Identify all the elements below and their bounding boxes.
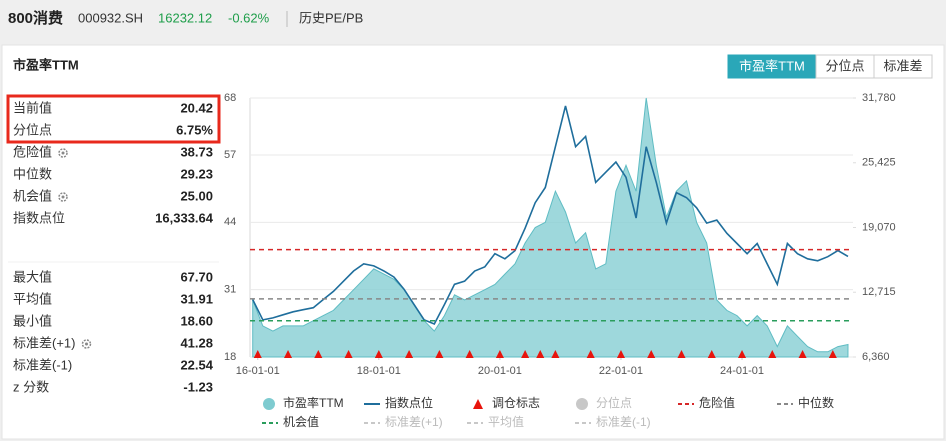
stat-label: 标准差(-1) xyxy=(13,357,72,372)
rebalance-marker xyxy=(405,350,414,358)
highlight-box xyxy=(6,94,221,144)
stat-value: -1.23 xyxy=(183,379,213,394)
legend-label[interactable]: 危险值 xyxy=(699,395,735,410)
rebalance-marker xyxy=(495,350,504,358)
rebalance-marker xyxy=(465,350,474,358)
stat-label: 当前值 xyxy=(13,100,52,115)
rebalance-marker xyxy=(374,350,383,358)
rebalance-marker xyxy=(284,350,293,358)
legend-label[interactable]: 标准差(-1) xyxy=(596,415,651,429)
rebalance-marker xyxy=(677,350,686,358)
gear-icon[interactable] xyxy=(81,339,92,349)
stat-label: 中位数 xyxy=(13,166,52,181)
stat-value: 25.00 xyxy=(180,188,213,203)
stat-value: 38.73 xyxy=(180,144,213,159)
y-tick-label: 31 xyxy=(224,284,236,296)
y-tick-label: 18 xyxy=(224,351,236,363)
stat-value: 41.28 xyxy=(180,335,213,350)
legend-label[interactable]: 分位点 xyxy=(596,395,632,410)
gear-icon-hub xyxy=(61,195,65,199)
x-tick-label: 18-01-01 xyxy=(357,365,401,377)
stat-label: 平均值 xyxy=(13,291,52,306)
y-tick-label: 68 xyxy=(224,92,236,104)
legend-label[interactable]: 中位数 xyxy=(798,395,834,410)
stat-label: 危险值 xyxy=(13,144,52,159)
y2-tick-label: 12,715 xyxy=(862,286,896,298)
rebalance-marker xyxy=(253,350,262,358)
rebalance-marker xyxy=(768,350,777,358)
tab[interactable] xyxy=(873,54,933,79)
tab-label[interactable]: 市盈率TTM xyxy=(739,58,805,73)
index-code: 000932.SH xyxy=(78,10,143,25)
legend-label[interactable]: 指数点位 xyxy=(385,395,433,410)
x-tick-label: 24-01-01 xyxy=(720,365,764,377)
rebalance-marker xyxy=(707,350,716,358)
rebalance-marker xyxy=(521,350,530,358)
gear-icon[interactable] xyxy=(58,192,68,202)
legend-label[interactable]: 市盈率TTM xyxy=(283,395,344,410)
legend-icon xyxy=(473,399,483,409)
stat-label: 分位点 xyxy=(13,122,52,137)
y-tick-label: 44 xyxy=(224,216,236,228)
index-name: 800消费 xyxy=(8,9,63,27)
y2-tick-label: 25,425 xyxy=(862,157,896,169)
stat-label: 机会值 xyxy=(13,188,52,203)
rebalance-marker xyxy=(798,350,807,358)
stat-value: 22.54 xyxy=(180,357,213,372)
stat-label: 标准差(+1) xyxy=(13,335,75,350)
rebalance-marker xyxy=(647,350,656,358)
stat-value: 20.42 xyxy=(180,100,213,115)
stat-label: 最小值 xyxy=(13,313,52,328)
stat-value: 6.75% xyxy=(176,122,213,137)
y2-tick-label: 19,070 xyxy=(862,221,896,233)
rebalance-marker xyxy=(314,350,323,358)
panel xyxy=(1,44,945,440)
stat-label: z 分数 xyxy=(13,379,49,394)
y-tick-label: 57 xyxy=(224,149,236,161)
top-bar xyxy=(0,0,946,42)
rebalance-marker xyxy=(536,350,545,358)
y2-tick-label: 6,360 xyxy=(862,351,890,363)
rebalance-marker xyxy=(586,350,595,358)
tab-label[interactable]: 标准差 xyxy=(883,58,922,73)
x-tick-label: 22-01-01 xyxy=(599,365,643,377)
legend-label[interactable]: 调仓标志 xyxy=(492,396,540,410)
stat-label: 指数点位 xyxy=(13,210,65,225)
rebalance-marker xyxy=(435,350,444,358)
gear-icon-hub xyxy=(84,342,88,346)
rebalance-marker xyxy=(738,350,747,358)
legend-label[interactable]: 平均值 xyxy=(488,414,524,429)
index-line xyxy=(251,105,849,326)
history-link[interactable]: 历史PE/PB xyxy=(299,10,363,25)
rebalance-marker xyxy=(551,350,560,358)
rebalance-marker xyxy=(344,350,353,358)
stat-value: 67.70 xyxy=(180,269,213,284)
x-tick-label: 16-01-01 xyxy=(236,365,280,377)
gear-icon-hub xyxy=(61,151,65,155)
pe-area xyxy=(252,97,849,358)
legend-icon xyxy=(576,398,588,410)
legend-icon xyxy=(263,398,275,410)
stat-value: 31.91 xyxy=(180,291,213,306)
stat-label: 最大值 xyxy=(13,269,52,284)
rebalance-marker xyxy=(828,350,837,358)
index-price: 16232.12 xyxy=(158,10,212,25)
rebalance-marker xyxy=(616,350,625,358)
legend-label[interactable]: 机会值 xyxy=(283,414,319,429)
stat-value: 18.60 xyxy=(180,313,213,328)
stat-value: 29.23 xyxy=(180,166,213,181)
y2-tick-label: 31,780 xyxy=(862,92,896,104)
legend-label[interactable]: 标准差(+1) xyxy=(385,415,443,429)
tab-label[interactable]: 分位点 xyxy=(825,58,864,73)
index-change: -0.62% xyxy=(228,10,270,25)
x-tick-label: 20-01-01 xyxy=(478,365,522,377)
gear-icon[interactable] xyxy=(58,148,68,158)
panel-title: 市盈率TTM xyxy=(13,57,79,72)
stat-value: 16,333.64 xyxy=(155,210,214,225)
